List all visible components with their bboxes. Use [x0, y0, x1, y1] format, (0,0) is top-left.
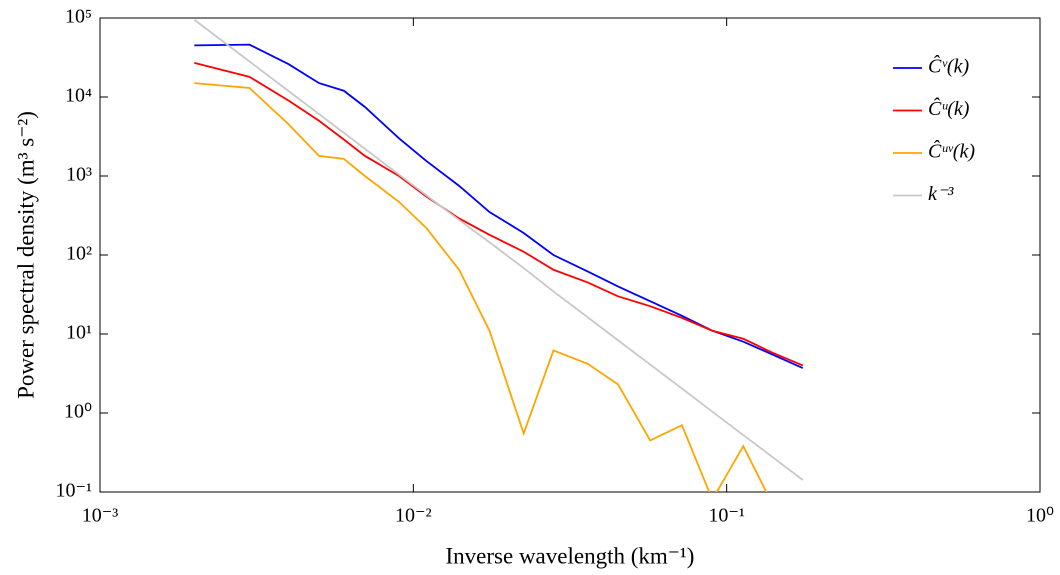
- legend-label: Ĉᵘᵛ(k): [928, 139, 975, 163]
- x-tick-label: 10⁻³: [82, 505, 119, 527]
- x-tick-label: 10⁻²: [395, 505, 432, 527]
- y-tick-label: 10²: [66, 243, 92, 265]
- y-tick-label: 10⁴: [65, 85, 92, 107]
- y-axis-label: Power spectral density (m³ s⁻²): [13, 111, 38, 399]
- y-tick-label: 10⁰: [64, 401, 92, 423]
- data-line: [194, 43, 804, 369]
- data-line: [193, 19, 804, 481]
- x-axis-label: Inverse wavelength (km⁻¹): [446, 543, 695, 568]
- legend-label: k⁻³: [928, 183, 954, 205]
- x-tick-label: 10⁰: [1026, 505, 1054, 527]
- y-tick-label: 10³: [66, 164, 92, 186]
- x-tick-label: 10⁻¹: [708, 505, 745, 527]
- legend-label: Ĉᵛ(k): [928, 54, 969, 78]
- y-tick-label: 10⁻¹: [55, 480, 92, 502]
- y-tick-label: 10⁵: [65, 6, 92, 28]
- data-line: [194, 62, 804, 367]
- plot-lines: [193, 19, 804, 492]
- data-line: [194, 82, 768, 492]
- plot-frame: [99, 17, 1041, 493]
- y-tick-label: 10¹: [66, 322, 92, 344]
- legend-label: Ĉᵘ(k): [928, 96, 970, 120]
